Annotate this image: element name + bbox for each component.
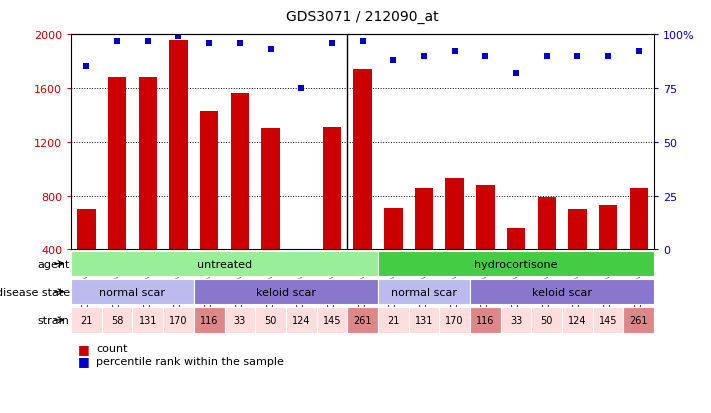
Text: 50: 50 <box>264 315 277 325</box>
Point <box>142 38 154 45</box>
Bar <box>169 40 188 250</box>
Text: 116: 116 <box>200 315 218 325</box>
Bar <box>538 197 556 250</box>
Point <box>480 53 491 60</box>
Bar <box>71 279 194 305</box>
Point <box>510 71 522 77</box>
Bar <box>225 307 255 333</box>
Bar <box>507 228 525 250</box>
Bar <box>71 251 378 277</box>
Text: ■: ■ <box>78 342 90 355</box>
Bar <box>568 210 587 250</box>
Text: 50: 50 <box>540 315 553 325</box>
Bar <box>531 307 562 333</box>
Text: 58: 58 <box>111 315 123 325</box>
Point <box>326 40 338 47</box>
Text: 21: 21 <box>387 315 400 325</box>
Point <box>449 49 460 56</box>
Bar <box>132 307 163 333</box>
Text: 131: 131 <box>139 315 157 325</box>
Point <box>602 53 614 60</box>
Text: 145: 145 <box>323 315 341 325</box>
Bar <box>415 188 433 250</box>
Text: strain: strain <box>38 315 70 325</box>
Text: 33: 33 <box>510 315 522 325</box>
Bar <box>624 307 654 333</box>
Bar <box>599 206 617 250</box>
Text: untreated: untreated <box>197 259 252 269</box>
Point <box>234 40 245 47</box>
Bar <box>71 307 102 333</box>
Bar <box>230 94 249 250</box>
Text: 131: 131 <box>415 315 433 325</box>
Point <box>81 64 92 71</box>
Text: 33: 33 <box>234 315 246 325</box>
Text: ■: ■ <box>78 354 90 368</box>
Bar <box>139 78 157 250</box>
Bar <box>378 307 409 333</box>
Bar <box>384 208 402 250</box>
Text: 145: 145 <box>599 315 617 325</box>
Point <box>633 49 644 56</box>
Bar <box>593 307 624 333</box>
Text: keloid scar: keloid scar <box>256 287 316 297</box>
Text: agent: agent <box>37 259 70 269</box>
Point <box>387 57 399 64</box>
Point <box>173 34 184 40</box>
Bar <box>353 70 372 250</box>
Bar <box>200 112 218 250</box>
Bar <box>262 129 279 250</box>
Text: 124: 124 <box>292 315 311 325</box>
Text: normal scar: normal scar <box>100 287 166 297</box>
Bar <box>194 307 225 333</box>
Bar <box>102 307 132 333</box>
Bar <box>446 179 464 250</box>
Text: 116: 116 <box>476 315 495 325</box>
Bar <box>409 307 439 333</box>
Bar <box>439 307 470 333</box>
Point <box>357 38 368 45</box>
Text: 21: 21 <box>80 315 92 325</box>
Text: 124: 124 <box>568 315 587 325</box>
Bar <box>108 78 127 250</box>
Text: disease state: disease state <box>0 287 70 297</box>
Text: GDS3071 / 212090_at: GDS3071 / 212090_at <box>287 10 439 24</box>
Bar <box>194 279 378 305</box>
Text: 170: 170 <box>445 315 464 325</box>
Bar <box>163 307 194 333</box>
Bar <box>476 185 495 250</box>
Bar <box>323 128 341 250</box>
Text: 170: 170 <box>169 315 188 325</box>
Bar <box>378 279 470 305</box>
Bar <box>562 307 593 333</box>
Bar <box>255 307 286 333</box>
Bar <box>286 307 316 333</box>
Text: count: count <box>96 344 127 354</box>
Text: percentile rank within the sample: percentile rank within the sample <box>96 356 284 366</box>
Point <box>572 53 583 60</box>
Text: 261: 261 <box>629 315 648 325</box>
Point <box>296 85 307 92</box>
Bar <box>347 307 378 333</box>
Bar <box>629 188 648 250</box>
Bar <box>470 279 654 305</box>
Bar <box>77 210 96 250</box>
Text: hydrocortisone: hydrocortisone <box>474 259 558 269</box>
Bar <box>316 307 347 333</box>
Point <box>112 38 123 45</box>
Bar <box>501 307 531 333</box>
Bar <box>470 307 501 333</box>
Bar <box>378 251 654 277</box>
Text: 261: 261 <box>353 315 372 325</box>
Point <box>418 53 429 60</box>
Text: keloid scar: keloid scar <box>532 287 592 297</box>
Point <box>203 40 215 47</box>
Point <box>265 47 277 53</box>
Point <box>541 53 552 60</box>
Text: normal scar: normal scar <box>391 287 457 297</box>
